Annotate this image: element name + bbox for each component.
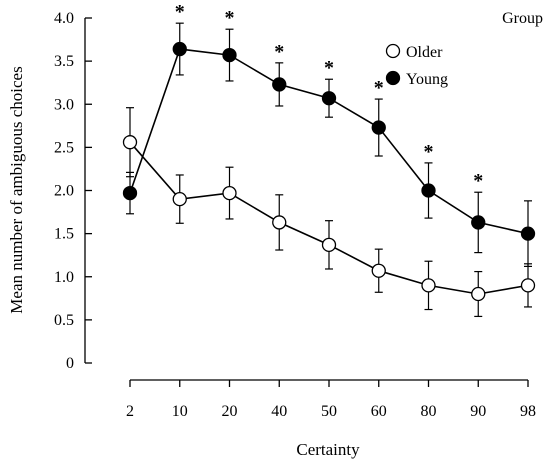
legend-label-young: Young <box>406 71 448 88</box>
significance-star: * <box>473 170 483 192</box>
x-axis: 2 10 20 40 50 60 80 90 98 <box>126 379 536 420</box>
significance-star: * <box>274 41 284 63</box>
data-point <box>122 135 138 150</box>
data-point <box>520 226 536 241</box>
legend-label-older: Older <box>406 44 443 61</box>
data-point <box>222 47 237 63</box>
y-tick-label: 0.5 <box>54 312 74 329</box>
plot-area <box>122 22 536 318</box>
x-tick-label: 50 <box>321 403 337 420</box>
x-axis-title: Certainty <box>296 440 360 459</box>
significance-markers: * * * * * * * <box>175 1 484 192</box>
series-older <box>122 107 536 318</box>
y-tick-label: 1.0 <box>54 269 74 286</box>
data-point <box>471 286 486 302</box>
data-point <box>371 263 386 278</box>
legend-marker-older <box>385 43 401 59</box>
y-tick-label: 2.5 <box>54 139 74 156</box>
x-tick-label: 90 <box>470 403 486 420</box>
data-point <box>471 215 486 230</box>
data-point <box>172 191 187 207</box>
significance-star: * <box>424 141 434 163</box>
legend: Group Older Young <box>385 10 543 88</box>
data-point <box>172 41 187 57</box>
data-point <box>122 185 138 201</box>
x-tick-label: 40 <box>271 403 287 420</box>
significance-star: * <box>225 7 235 29</box>
x-tick-label: 60 <box>371 403 387 420</box>
x-tick-label: 10 <box>172 403 188 420</box>
y-tick-label: 1.5 <box>54 226 74 243</box>
y-tick-label: 2.0 <box>54 183 74 200</box>
data-point <box>520 278 536 293</box>
data-point <box>321 237 337 252</box>
y-tick-label: 3.5 <box>54 53 74 70</box>
data-point <box>321 91 337 106</box>
data-point <box>272 215 287 230</box>
data-point <box>421 278 436 293</box>
x-tick-label: 20 <box>222 403 238 420</box>
series-young <box>122 22 536 267</box>
y-axis-title: Mean number of ambiguous choices <box>7 66 26 313</box>
significance-star: * <box>374 77 384 99</box>
data-point <box>272 77 287 92</box>
data-point <box>222 185 237 201</box>
y-axis: 0 0.5 1.0 1.5 2.0 2.5 3.0 3.5 4.0 <box>54 10 92 372</box>
y-tick-label: 0 <box>66 355 74 372</box>
data-point <box>371 120 386 135</box>
significance-star: * <box>175 1 185 23</box>
legend-title: Group <box>502 10 543 27</box>
series-line <box>129 141 529 295</box>
x-tick-label: 2 <box>126 403 134 420</box>
y-tick-label: 3.0 <box>54 96 74 113</box>
y-tick-label: 4.0 <box>54 10 74 27</box>
data-point <box>421 183 436 198</box>
x-tick-label: 98 <box>520 403 536 420</box>
significance-star: * <box>324 57 334 79</box>
legend-marker-young <box>385 70 401 86</box>
x-tick-label: 80 <box>421 403 437 420</box>
